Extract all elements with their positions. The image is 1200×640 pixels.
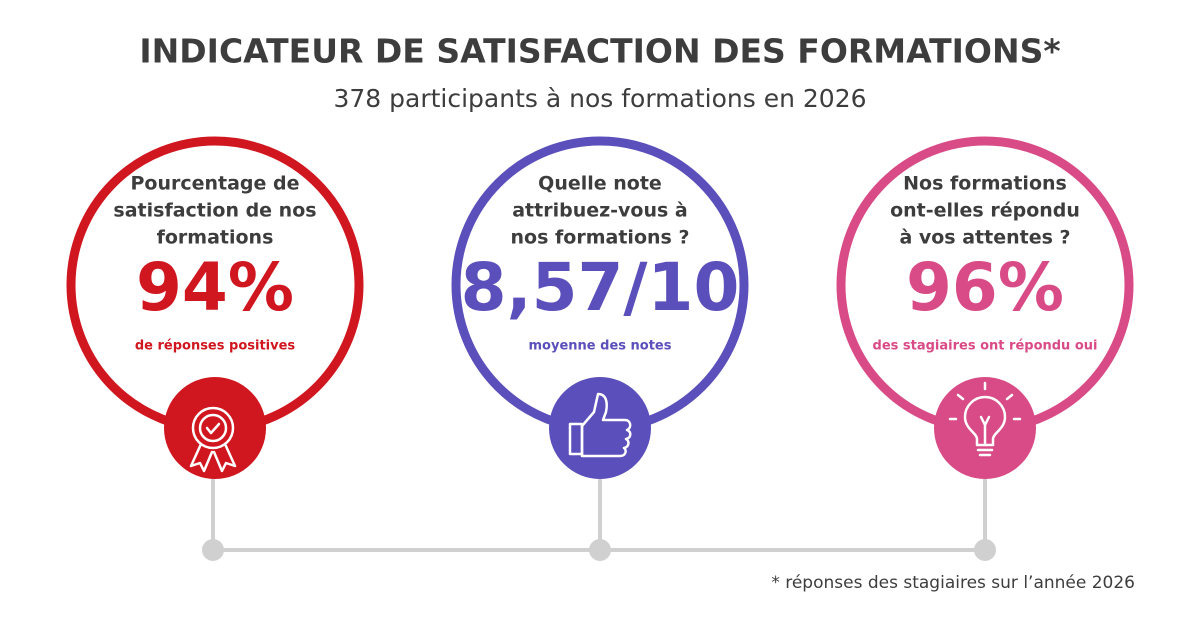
card-question: Nos formations (903, 173, 1067, 195)
bulb-icon (948, 381, 1022, 457)
card-question: Quelle note (538, 173, 662, 195)
subtitle: 378 participants à nos formations en 202… (333, 84, 866, 113)
card-value: 94% (136, 249, 294, 326)
timeline (211, 475, 987, 552)
card-question: satisfaction de nos (113, 200, 316, 222)
card-question: Pourcentage de (130, 173, 299, 195)
card-question: formations (157, 227, 274, 249)
card-badge (549, 377, 651, 479)
thumbs-up-icon (568, 392, 632, 458)
card-value: 8,57/10 (461, 249, 740, 326)
footnote: * réponses des stagiaires sur l’année 20… (771, 573, 1135, 593)
title: INDICATEUR DE SATISFACTION DES FORMATION… (139, 32, 1060, 71)
card-caption: de réponses positives (135, 339, 296, 354)
card-question: attribuez-vous à (512, 200, 688, 222)
rosette-icon (189, 406, 237, 473)
timeline-dots (202, 539, 996, 561)
card-caption: des stagiaires ont répondu oui (873, 339, 1098, 354)
card-question: à vos attentes ? (899, 227, 1070, 249)
card-value: 96% (906, 249, 1064, 326)
card-caption: moyenne des notes (529, 339, 672, 354)
card-question: ont-elles répondu (890, 200, 1080, 222)
card-question: nos formations ? (511, 227, 690, 249)
